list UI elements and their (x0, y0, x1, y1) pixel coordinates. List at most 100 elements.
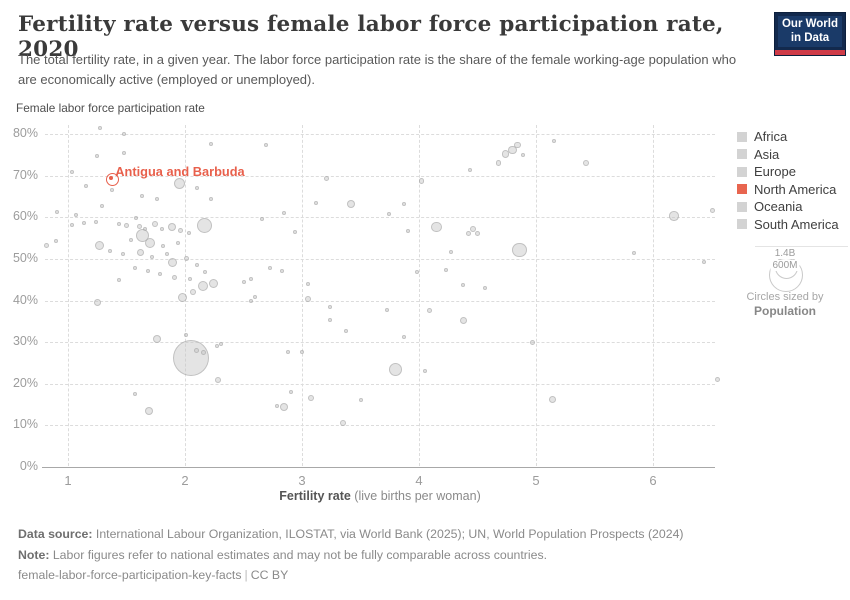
legend-item-europe[interactable]: Europe (737, 163, 839, 181)
country-bubble[interactable] (520, 152, 526, 158)
country-bubble[interactable] (632, 251, 637, 256)
country-bubble[interactable] (339, 419, 346, 426)
country-bubble[interactable] (292, 229, 297, 234)
country-bubble[interactable] (132, 392, 137, 397)
country-bubble[interactable] (168, 222, 177, 231)
country-bubble[interactable] (548, 395, 556, 403)
country-bubble[interactable] (324, 176, 330, 182)
country-bubble[interactable] (172, 339, 209, 376)
country-bubble[interactable] (418, 178, 425, 184)
country-bubble[interactable] (328, 305, 333, 310)
country-bubble[interactable] (475, 230, 480, 236)
country-bubble[interactable] (202, 270, 207, 275)
country-bubble[interactable] (117, 278, 122, 283)
country-bubble[interactable] (431, 221, 442, 233)
country-bubble[interactable] (82, 221, 87, 226)
highlight-ring[interactable] (105, 172, 119, 186)
country-bubble[interactable] (501, 150, 510, 158)
country-bubble[interactable] (167, 257, 177, 267)
country-bubble[interactable] (145, 268, 150, 273)
country-bubble[interactable] (300, 350, 304, 355)
country-bubble[interactable] (669, 211, 679, 221)
country-bubble[interactable] (248, 298, 253, 303)
country-bubble[interactable] (95, 154, 100, 159)
country-bubble[interactable] (289, 390, 294, 395)
country-bubble[interactable] (194, 263, 199, 268)
country-bubble[interactable] (710, 207, 716, 213)
country-bubble[interactable] (137, 248, 145, 256)
country-bubble[interactable] (197, 218, 213, 234)
country-bubble[interactable] (154, 196, 159, 201)
country-bubble[interactable] (160, 243, 165, 248)
country-bubble[interactable] (95, 241, 105, 251)
country-bubble[interactable] (120, 251, 125, 256)
country-bubble[interactable] (94, 219, 99, 224)
country-bubble[interactable] (385, 308, 390, 313)
country-bubble[interactable] (144, 238, 155, 249)
country-bubble[interactable] (117, 221, 122, 226)
country-bubble[interactable] (139, 194, 144, 199)
country-bubble[interactable] (158, 271, 163, 276)
country-bubble[interactable] (508, 145, 517, 155)
country-bubble[interactable] (280, 403, 289, 412)
country-bubble[interactable] (201, 349, 207, 355)
country-bubble[interactable] (144, 406, 153, 415)
country-bubble[interactable] (186, 231, 191, 236)
country-bubble[interactable] (173, 178, 185, 190)
country-bubble[interactable] (401, 201, 406, 206)
country-bubble[interactable] (69, 223, 74, 228)
slug-link[interactable]: female-labor-force-participation-key-fac… (18, 568, 242, 582)
country-bubble[interactable] (208, 196, 213, 201)
country-bubble[interactable] (122, 151, 127, 156)
country-bubble[interactable] (285, 350, 290, 355)
country-bubble[interactable] (194, 347, 200, 353)
country-bubble[interactable] (219, 342, 224, 347)
legend-item-africa[interactable]: Africa (737, 128, 839, 146)
country-bubble[interactable] (55, 209, 60, 214)
highlight-dot[interactable] (109, 175, 114, 181)
country-bubble[interactable] (159, 226, 164, 231)
country-bubble[interactable] (529, 340, 535, 346)
country-bubble[interactable] (194, 186, 199, 191)
country-bubble[interactable] (208, 141, 213, 146)
country-bubble[interactable] (358, 397, 363, 402)
country-bubble[interactable] (44, 243, 50, 249)
country-bubble[interactable] (183, 256, 189, 262)
country-bubble[interactable] (443, 268, 448, 273)
owid-logo[interactable]: Our World in Data (774, 12, 846, 56)
country-bubble[interactable] (54, 238, 59, 243)
license-link[interactable]: CC BY (250, 568, 289, 582)
country-bubble[interactable] (214, 343, 219, 348)
country-bubble[interactable] (328, 318, 333, 323)
legend-item-south-america[interactable]: South America (737, 216, 839, 234)
country-bubble[interactable] (253, 295, 258, 300)
country-bubble[interactable] (83, 184, 88, 189)
country-bubble[interactable] (93, 298, 101, 306)
country-bubble[interactable] (465, 230, 471, 236)
country-bubble[interactable] (714, 376, 720, 382)
country-bubble[interactable] (152, 335, 161, 344)
country-bubble[interactable] (305, 281, 310, 286)
country-bubble[interactable] (260, 216, 265, 221)
country-bubble[interactable] (448, 249, 453, 254)
country-bubble[interactable] (69, 169, 74, 174)
country-bubble[interactable] (129, 238, 134, 243)
country-bubble[interactable] (275, 403, 280, 408)
country-bubble[interactable] (282, 211, 287, 216)
country-bubble[interactable] (110, 188, 115, 193)
country-bubble[interactable] (124, 223, 129, 229)
country-bubble[interactable] (187, 276, 192, 281)
country-bubble[interactable] (386, 211, 391, 216)
country-bubble[interactable] (165, 251, 170, 256)
country-bubble[interactable] (171, 274, 177, 280)
country-bubble[interactable] (122, 131, 127, 136)
country-bubble[interactable] (175, 241, 180, 246)
country-bubble[interactable] (512, 242, 527, 258)
country-bubble[interactable] (459, 317, 467, 325)
country-bubble[interactable] (469, 225, 476, 232)
country-bubble[interactable] (401, 335, 406, 340)
country-bubble[interactable] (304, 295, 311, 302)
country-bubble[interactable] (184, 333, 189, 338)
country-bubble[interactable] (308, 394, 315, 401)
country-bubble[interactable] (551, 139, 556, 144)
